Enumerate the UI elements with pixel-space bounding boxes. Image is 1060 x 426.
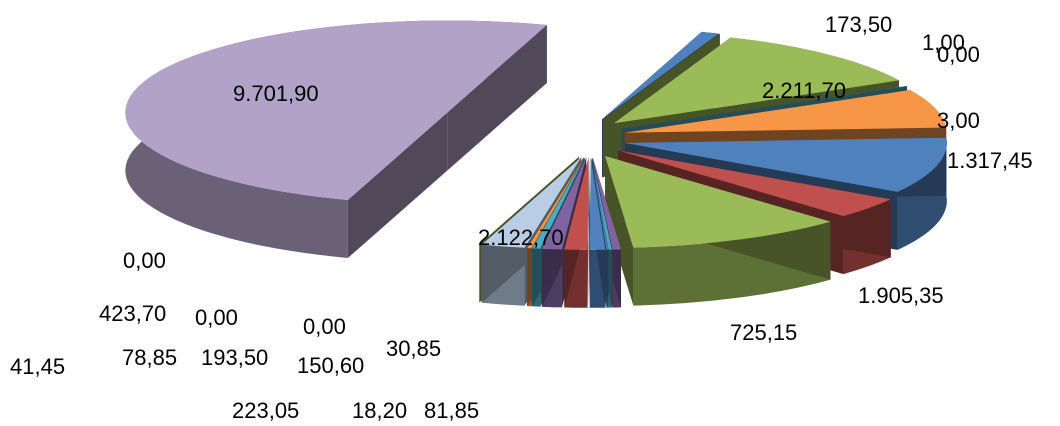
pie-slice: [592, 157, 621, 250]
pie-slice: [592, 157, 612, 250]
pie-slice: [613, 37, 899, 124]
data-label: 150,60: [297, 353, 364, 378]
data-label: 0,00: [303, 314, 346, 339]
pie-slice: [602, 31, 719, 120]
data-label: 0,00: [937, 42, 980, 67]
pie-slice-cut: [605, 155, 634, 306]
pie-slice: [624, 89, 947, 133]
data-label: 1.905,35: [858, 283, 944, 308]
pie-slice: [621, 85, 908, 129]
pie-slice: [591, 157, 609, 250]
data-label: 2.211,70: [762, 78, 846, 103]
pie-slice: [527, 157, 584, 249]
pie-slice: [481, 157, 582, 248]
data-label: 725,15: [730, 320, 797, 345]
data-label: 173,50: [825, 12, 892, 37]
data-label: 1.317,45: [947, 148, 1033, 173]
data-label: 2.122,70: [478, 225, 564, 250]
pie-slice: [479, 156, 579, 245]
pie-slice-cut: [347, 112, 448, 259]
pie-slice: [589, 157, 606, 250]
data-label: 1,00: [922, 30, 965, 55]
pie-slice: [618, 150, 891, 217]
data-label: 81,85: [424, 398, 479, 423]
data-label: 9.701,90: [233, 81, 319, 106]
pie-tops: [125, 20, 947, 250]
data-label: 423,70: [99, 301, 166, 326]
data-label: 18,20: [352, 398, 407, 423]
pie-slice: [603, 33, 720, 120]
pie-slice: [624, 137, 947, 192]
pie-slice: [588, 157, 590, 250]
data-label: 30,85: [386, 336, 441, 361]
pie-labels: 173,50 1,00 0,00 2.211,70 3,00 1.317,45 …: [10, 12, 1033, 423]
pie-slice: [125, 20, 547, 201]
pie-slice-cut: [447, 25, 547, 171]
pie-slice: [541, 157, 587, 250]
data-label: 0,00: [195, 305, 238, 330]
data-label: 3,00: [937, 108, 980, 133]
pie-slice: [532, 157, 585, 249]
data-label: 193,50: [201, 345, 268, 370]
pie-slice: [605, 155, 831, 248]
data-label: 78,85: [122, 345, 177, 370]
pie-slice: [564, 157, 589, 250]
data-label: 41,45: [10, 354, 65, 379]
data-label: 0,00: [123, 248, 166, 273]
pie-slice-cut: [588, 157, 590, 308]
data-label: 223,05: [232, 398, 299, 423]
